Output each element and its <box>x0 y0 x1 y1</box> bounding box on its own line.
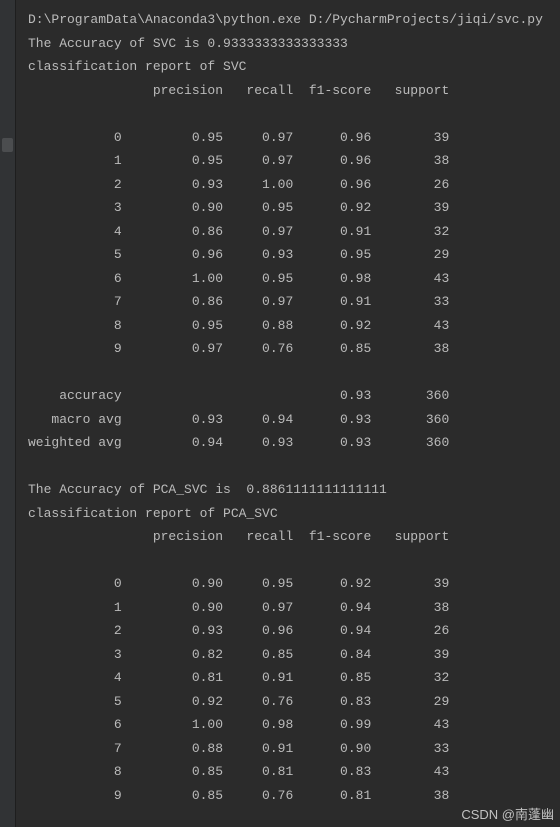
editor-gutter <box>0 0 16 827</box>
gutter-widget[interactable] <box>2 138 13 152</box>
console-output: D:\ProgramData\Anaconda3\python.exe D:/P… <box>16 0 560 827</box>
watermark-text: CSDN @南蓬幽 <box>461 804 554 823</box>
